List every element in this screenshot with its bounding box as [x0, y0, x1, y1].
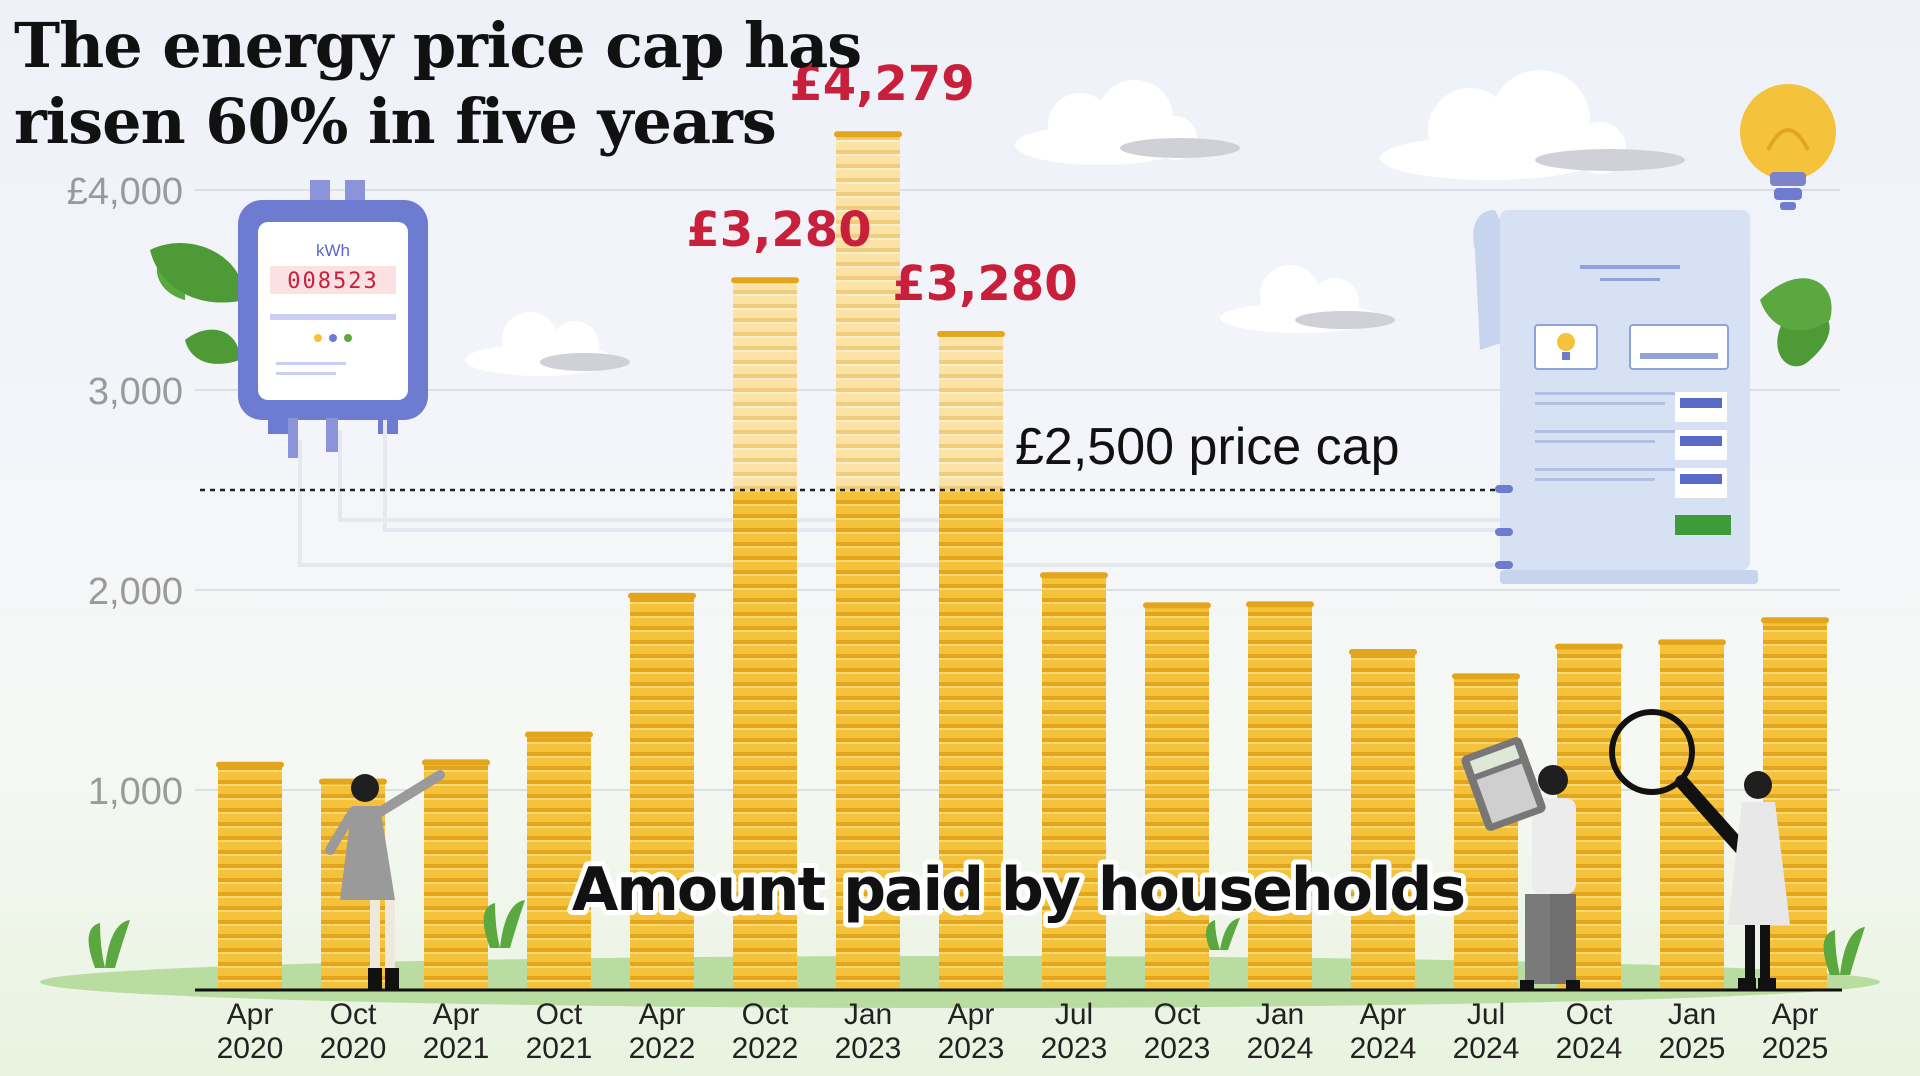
x-tick-year: 2024	[1247, 1032, 1314, 1065]
bar	[733, 490, 797, 990]
value-label: £3,280	[686, 202, 871, 258]
bar	[939, 490, 1003, 990]
energy-bill-icon	[1473, 210, 1832, 584]
bars	[216, 131, 1829, 990]
x-tick-month: Apr	[433, 998, 480, 1031]
x-tick-month: Oct	[742, 998, 789, 1031]
x-tick-month: Oct	[330, 998, 377, 1031]
bar-cap-coin	[1040, 572, 1108, 579]
bar-cap-coin	[937, 331, 1005, 337]
y-tick-label: 3,000	[88, 371, 183, 413]
x-tick-month: Oct	[1154, 998, 1201, 1031]
x-tick-year: 2022	[629, 1032, 696, 1065]
y-tick-label: 2,000	[88, 571, 183, 613]
value-label: £4,279	[789, 56, 974, 112]
bar	[218, 764, 282, 990]
x-tick-month: Apr	[639, 998, 686, 1031]
x-tick-year: 2020	[217, 1032, 284, 1065]
x-tick-month: Jul	[1467, 998, 1505, 1031]
person-with-magnifier-illustration	[1728, 771, 1790, 990]
bar	[1351, 652, 1415, 990]
x-tick-year: 2020	[320, 1032, 387, 1065]
y-tick-label: £4,000	[67, 171, 183, 213]
highlight-labels: £3,280 £4,279 £3,280	[686, 56, 1077, 312]
cloud-illustration	[1380, 70, 1685, 180]
y-tick-label: 1,000	[88, 771, 183, 813]
bar-above-cap	[733, 280, 797, 490]
light-bulb-icon	[1740, 84, 1836, 210]
bar-cap-coin	[1761, 617, 1829, 624]
person-pointing-illustration	[325, 770, 445, 990]
bar	[527, 734, 591, 990]
meter-reading: 008523	[287, 269, 378, 294]
price-cap-label: £2,500 price cap	[1015, 418, 1400, 476]
bar-cap-coin	[422, 759, 490, 766]
bar	[424, 762, 488, 990]
x-tick-month: Oct	[1566, 998, 1613, 1031]
bar	[836, 490, 900, 990]
bar-cap-coin	[1452, 673, 1520, 680]
value-label: £3,280	[892, 256, 1077, 312]
x-tick-year: 2025	[1659, 1032, 1726, 1065]
cloud-illustration	[465, 312, 630, 376]
bar	[1145, 605, 1209, 990]
title-line-1: The energy price cap has	[14, 9, 862, 82]
x-tick-year: 2024	[1453, 1032, 1520, 1065]
bar-cap-coin	[216, 761, 284, 768]
person-with-calculator-illustration	[1461, 737, 1580, 990]
bar	[1248, 604, 1312, 990]
bar	[1454, 676, 1518, 990]
cloud-illustration	[1015, 80, 1240, 165]
bar-above-cap	[939, 334, 1003, 490]
bar-cap-coin	[1143, 602, 1211, 609]
x-tick-month: Apr	[1360, 998, 1407, 1031]
x-tick-year: 2023	[1041, 1032, 1108, 1065]
x-tick-month: Oct	[536, 998, 583, 1031]
x-tick-year: 2023	[835, 1032, 902, 1065]
x-tick-year: 2023	[1144, 1032, 1211, 1065]
x-tick-month: Apr	[1772, 998, 1819, 1031]
cloud-illustration	[1220, 265, 1395, 333]
x-tick-month: Jan	[1668, 998, 1716, 1031]
x-axis-labels: Apr2020Oct2020Apr2021Oct2021Apr2022Oct20…	[217, 998, 1829, 1065]
x-tick-month: Apr	[948, 998, 995, 1031]
x-tick-year: 2021	[423, 1032, 490, 1065]
x-tick-year: 2021	[526, 1032, 593, 1065]
x-tick-year: 2024	[1350, 1032, 1417, 1065]
bar	[630, 595, 694, 990]
plant-illustration	[88, 900, 1865, 975]
x-tick-year: 2024	[1556, 1032, 1623, 1065]
bar-cap-coin	[1555, 643, 1623, 650]
y-axis: 1,000 2,000 3,000 £4,000	[67, 171, 183, 813]
electric-meter-icon: kWh 008523	[150, 180, 1500, 567]
x-tick-month: Jan	[1256, 998, 1304, 1031]
bar-cap-coin	[525, 731, 593, 738]
bar-cap-coin	[834, 131, 902, 138]
bar-cap-coin	[1349, 649, 1417, 655]
households-area-label: Amount paid by households	[572, 855, 1464, 925]
bar-cap-coin	[731, 277, 799, 284]
bar-above-cap	[836, 134, 900, 490]
meter-unit-label: kWh	[316, 241, 350, 260]
x-tick-month: Apr	[227, 998, 274, 1031]
title-line-2: risen 60% in five years	[14, 85, 777, 158]
x-tick-year: 2025	[1762, 1032, 1829, 1065]
x-tick-month: Jul	[1055, 998, 1093, 1031]
bar-cap-coin	[1246, 601, 1314, 608]
bar-cap-coin	[628, 592, 696, 599]
x-tick-year: 2022	[732, 1032, 799, 1065]
page-title: The energy price cap has risen 60% in fi…	[14, 8, 862, 160]
bar	[1042, 575, 1106, 990]
x-tick-month: Jan	[844, 998, 892, 1031]
bar-cap-coin	[1658, 639, 1726, 646]
x-tick-year: 2023	[938, 1032, 1005, 1065]
